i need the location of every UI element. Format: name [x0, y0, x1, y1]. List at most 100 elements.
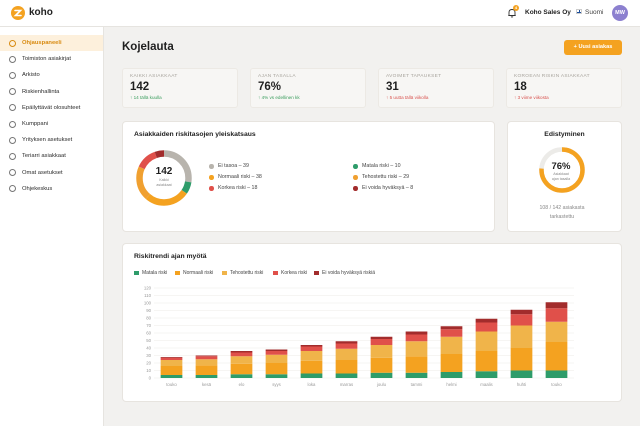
user-avatar[interactable]: MW: [612, 5, 628, 21]
bar-9-series-3[interactable]: [475, 322, 498, 332]
sidebar-item-2[interactable]: Arkisto: [0, 67, 103, 83]
stat-delta: ↑ 3 viime viikosta: [514, 95, 549, 100]
bar-0-series-3[interactable]: [160, 357, 183, 360]
y-tick-label: 70: [146, 323, 151, 328]
donut-slice-3[interactable]: [136, 150, 192, 206]
bell-icon[interactable]: [507, 8, 517, 18]
sidebar-item-1[interactable]: Toimiston asiakirjat: [0, 51, 103, 67]
risk-trend-chart[interactable]: 0 10 20 30 40 50 60 70 80 90 100 110 120 touko kesä elo…: [134, 284, 584, 396]
bar-10-series-0[interactable]: [510, 370, 533, 379]
bar-0-series-2[interactable]: [160, 360, 183, 366]
sidebar-item-4[interactable]: Epäilyttävät olosuhteet: [0, 100, 103, 116]
donut-slice-5[interactable]: [136, 150, 192, 206]
bar-1-series-2[interactable]: [195, 359, 218, 366]
bar-3-series-1[interactable]: [265, 363, 288, 375]
bar-7-series-4[interactable]: [405, 331, 428, 335]
sidebar-item-3[interactable]: Riskienhallinta: [0, 84, 103, 100]
stat-value: 76%: [258, 81, 282, 93]
bar-1-series-4[interactable]: [195, 355, 218, 357]
bar-8-series-2[interactable]: [440, 336, 463, 354]
bar-4-series-0[interactable]: [300, 373, 323, 379]
app-name[interactable]: koho: [29, 7, 53, 18]
circle-icon: [9, 152, 16, 160]
bar-5-series-2[interactable]: [335, 348, 358, 360]
bar-1-series-1[interactable]: [195, 365, 218, 375]
bar-4-series-2[interactable]: [300, 351, 323, 361]
language-selector[interactable]: Suomi: [585, 9, 604, 16]
circle-icon: [9, 55, 16, 63]
trend-legend-item: Korkea riski: [273, 270, 307, 276]
bar-3-series-2[interactable]: [265, 354, 288, 363]
company-name[interactable]: Koho Sales Oy: [525, 9, 571, 16]
bar-11-series-1[interactable]: [545, 342, 568, 371]
bar-7-series-0[interactable]: [405, 372, 428, 378]
stat-card-total-customers[interactable]: KAIKKI ASIAKKAAT 142 ↑ 14 tällä kuulla: [122, 68, 238, 108]
bar-4-series-1[interactable]: [300, 360, 323, 374]
bar-4-series-3[interactable]: [300, 346, 323, 352]
risk-donut-chart[interactable]: [134, 148, 194, 208]
bar-0-series-4[interactable]: [160, 357, 183, 358]
legend-swatch: [134, 270, 139, 275]
bar-8-series-1[interactable]: [440, 354, 463, 372]
bar-2-series-1[interactable]: [230, 363, 253, 375]
bar-8-series-4[interactable]: [440, 326, 463, 330]
sidebar-item-9[interactable]: Ohjekeskus: [0, 181, 103, 197]
bar-3-series-4[interactable]: [265, 349, 288, 352]
bar-7-series-2[interactable]: [405, 341, 428, 357]
bar-10-series-4[interactable]: [510, 309, 533, 315]
sidebar-item-0[interactable]: Ohjauspaneeli: [0, 35, 103, 52]
bar-8-series-0[interactable]: [440, 372, 463, 378]
stat-card-open-cases[interactable]: AVOIMET TAPAUKSET 31 ↑ 5 uutta tällä vii…: [378, 68, 494, 108]
sidebar-item-6[interactable]: Yrityksen asetukset: [0, 132, 103, 148]
bar-1-series-0[interactable]: [195, 375, 218, 378]
bar-4-series-4[interactable]: [300, 345, 323, 347]
bar-1-series-3[interactable]: [195, 356, 218, 360]
bar-10-series-2[interactable]: [510, 325, 533, 349]
circle-icon: [9, 169, 16, 177]
bar-3-series-3[interactable]: [265, 351, 288, 355]
sidebar-item-7[interactable]: Teriarri asiakkaat: [0, 148, 103, 164]
bar-11-series-2[interactable]: [545, 321, 568, 342]
bar-2-series-4[interactable]: [230, 351, 253, 353]
bar-7-series-1[interactable]: [405, 356, 428, 373]
bar-9-series-4[interactable]: [475, 318, 498, 323]
bar-10-series-3[interactable]: [510, 314, 533, 326]
bar-2-series-2[interactable]: [230, 356, 253, 364]
sidebar-item-8[interactable]: Omat asetukset: [0, 165, 103, 181]
bar-5-series-1[interactable]: [335, 360, 358, 374]
sidebar-item-5[interactable]: Kumppani: [0, 116, 103, 132]
legend-dot: [209, 186, 214, 191]
bar-9-series-2[interactable]: [475, 331, 498, 352]
bar-11-series-4[interactable]: [545, 302, 568, 309]
bar-9-series-1[interactable]: [475, 351, 498, 372]
bar-0-series-1[interactable]: [160, 366, 183, 375]
bar-6-series-4[interactable]: [370, 336, 393, 339]
stat-card-up-to-date[interactable]: AJAN TASALLA 76% ↑ 4% vs edellinen kk: [250, 68, 366, 108]
circle-icon: [9, 39, 16, 47]
bar-8-series-3[interactable]: [440, 329, 463, 337]
bar-5-series-0[interactable]: [335, 373, 358, 379]
sidebar: Ohjauspaneeli Toimiston asiakirjat Arkisto…: [0, 27, 104, 426]
bar-6-series-2[interactable]: [370, 345, 393, 358]
koho-logo-icon[interactable]: [11, 6, 25, 20]
sidebar-item-label: Kumppani: [22, 120, 49, 127]
bar-5-series-3[interactable]: [335, 343, 358, 349]
bar-11-series-0[interactable]: [545, 370, 568, 379]
bar-0-series-0[interactable]: [160, 375, 183, 378]
bar-3-series-0[interactable]: [265, 374, 288, 378]
new-customer-button[interactable]: + Uusi asiakas: [564, 40, 622, 55]
bar-11-series-3[interactable]: [545, 308, 568, 322]
bar-7-series-3[interactable]: [405, 334, 428, 342]
y-tick-label: 100: [144, 301, 152, 306]
x-tick-label: marras: [340, 382, 353, 387]
bar-2-series-3[interactable]: [230, 352, 253, 357]
bar-10-series-1[interactable]: [510, 348, 533, 371]
donut-slice-2[interactable]: [136, 150, 192, 206]
stat-card-high-risk[interactable]: KOROEAN RISKIN ASIAKKAAT 18 ↑ 3 viime vi…: [506, 68, 622, 108]
bar-6-series-0[interactable]: [370, 372, 393, 378]
bar-2-series-0[interactable]: [230, 374, 253, 378]
bar-5-series-4[interactable]: [335, 341, 358, 344]
bar-6-series-3[interactable]: [370, 339, 393, 345]
bar-9-series-0[interactable]: [475, 371, 498, 378]
bar-6-series-1[interactable]: [370, 357, 393, 373]
